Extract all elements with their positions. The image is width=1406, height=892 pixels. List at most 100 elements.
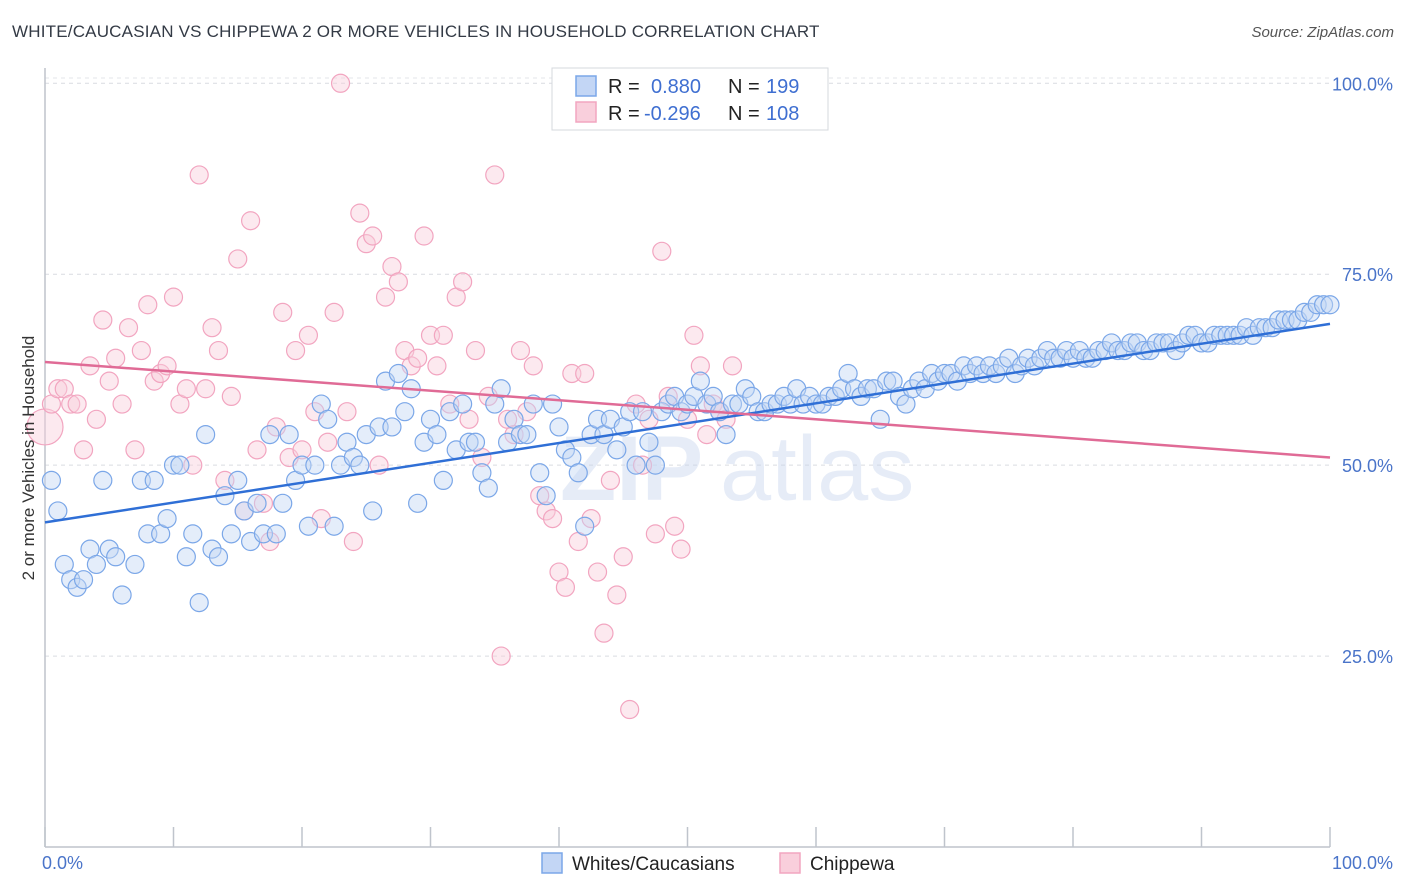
- chippewa-point: [112, 394, 132, 414]
- chippewa-point: [414, 226, 434, 246]
- series-chippewa-points: [26, 73, 743, 720]
- chippewa-point: [343, 531, 363, 552]
- whites-point: [1320, 295, 1340, 315]
- chippewa-point: [542, 508, 563, 529]
- whites-point: [221, 524, 241, 544]
- chippewa-point: [86, 409, 107, 429]
- whites-point: [86, 554, 107, 575]
- chippewa-point: [253, 493, 274, 513]
- correlation-legend: R = 0.880 N = 199 R = -0.296 N = 108: [551, 67, 829, 131]
- chippewa-point: [665, 516, 685, 536]
- whites-point: [93, 470, 113, 491]
- chippewa-point: [350, 203, 370, 223]
- whites-point: [350, 455, 370, 475]
- y-tick-label: 25.0%: [1342, 647, 1393, 667]
- whites-point: [510, 424, 531, 445]
- whites-point: [324, 516, 344, 536]
- chippewa-point: [491, 646, 511, 666]
- chippewa-point: [594, 623, 614, 643]
- whites-point: [491, 379, 511, 399]
- whites-point: [542, 394, 563, 414]
- whites-point: [639, 432, 659, 452]
- x-tick-label-max: 100.0%: [1332, 853, 1393, 873]
- whites-point: [453, 394, 473, 414]
- chippewa-point: [523, 356, 543, 376]
- whites-point: [568, 463, 588, 483]
- legend-r-label-2: R =: [608, 103, 640, 125]
- whites-point: [279, 424, 299, 445]
- chippewa-point: [433, 325, 453, 345]
- whites-point: [877, 371, 897, 391]
- whites-point: [645, 455, 665, 475]
- watermark: ZIP atlas: [560, 418, 914, 520]
- bottom-legend-label-whites: Whites/Caucasians: [572, 854, 735, 875]
- y-tick-label: 100.0%: [1332, 74, 1393, 94]
- chippewa-point: [363, 226, 383, 246]
- chippewa-point: [93, 310, 113, 330]
- chippewa-point: [99, 371, 119, 391]
- whites-point: [690, 371, 710, 391]
- whites-point: [1313, 295, 1334, 315]
- chippewa-point: [73, 440, 94, 460]
- whites-point: [106, 547, 126, 567]
- chippewa-point: [600, 470, 621, 491]
- whites-point: [305, 455, 325, 475]
- whites-point: [343, 447, 363, 468]
- whites-point: [48, 501, 68, 521]
- chippewa-point: [151, 363, 171, 384]
- chippewa-point: [697, 424, 717, 445]
- whites-point: [41, 470, 62, 491]
- whites-point: [183, 524, 203, 544]
- legend-n-value-1: 199: [766, 76, 799, 98]
- whites-point: [363, 501, 383, 521]
- chippewa-point: [202, 318, 222, 338]
- chippewa-point: [427, 356, 447, 376]
- chippewa-point: [671, 539, 691, 559]
- bottom-legend-swatch-chippewa: [779, 852, 801, 874]
- whites-point: [196, 424, 216, 445]
- chippewa-point: [536, 501, 556, 521]
- chippewa-point: [690, 356, 710, 376]
- whites-point: [465, 432, 486, 452]
- chippewa-point: [337, 402, 357, 422]
- watermark-atlas: atlas: [720, 418, 914, 520]
- legend-swatch-whites: [575, 75, 597, 97]
- chippewa-point: [48, 379, 68, 399]
- whites-point: [189, 593, 209, 613]
- whites-point: [433, 470, 453, 491]
- chippewa-point: [228, 249, 248, 269]
- whites-point: [318, 409, 338, 429]
- whites-point: [395, 402, 415, 422]
- whites-point: [671, 402, 691, 422]
- chippewa-point: [221, 386, 241, 407]
- whites-point: [716, 424, 736, 445]
- whites-point: [163, 455, 184, 475]
- chippewa-point: [408, 348, 428, 368]
- chippewa-point: [285, 340, 306, 361]
- whites-point: [857, 379, 878, 399]
- whites-point: [170, 455, 190, 475]
- legend-r-label-1: R =: [608, 76, 640, 98]
- legend-swatch-chippewa: [575, 101, 597, 123]
- trend-lines: [44, 322, 1331, 524]
- watermark-zip: ZIP: [560, 418, 703, 520]
- chippewa-point: [330, 73, 351, 93]
- y-tick-label: 50.0%: [1342, 456, 1393, 476]
- whites-point: [575, 516, 595, 536]
- chippewa-point: [61, 394, 81, 414]
- chippewa-point: [388, 272, 408, 292]
- legend-box: [551, 67, 829, 131]
- whites-point: [228, 470, 248, 491]
- chippewa-point: [118, 318, 139, 338]
- chippewa-point: [581, 508, 601, 529]
- chippewa-point: [465, 340, 486, 361]
- bottom-legend-label-chippewa: Chippewa: [810, 854, 895, 875]
- chippewa-point: [587, 562, 608, 582]
- whites-point: [202, 539, 222, 559]
- whites-point: [125, 554, 145, 575]
- chippewa-point: [318, 432, 338, 452]
- chippewa-point: [163, 287, 184, 307]
- chart-source: Source: ZipAtlas.com: [1251, 24, 1394, 41]
- whites-point: [298, 516, 319, 536]
- chippewa-point: [208, 340, 229, 361]
